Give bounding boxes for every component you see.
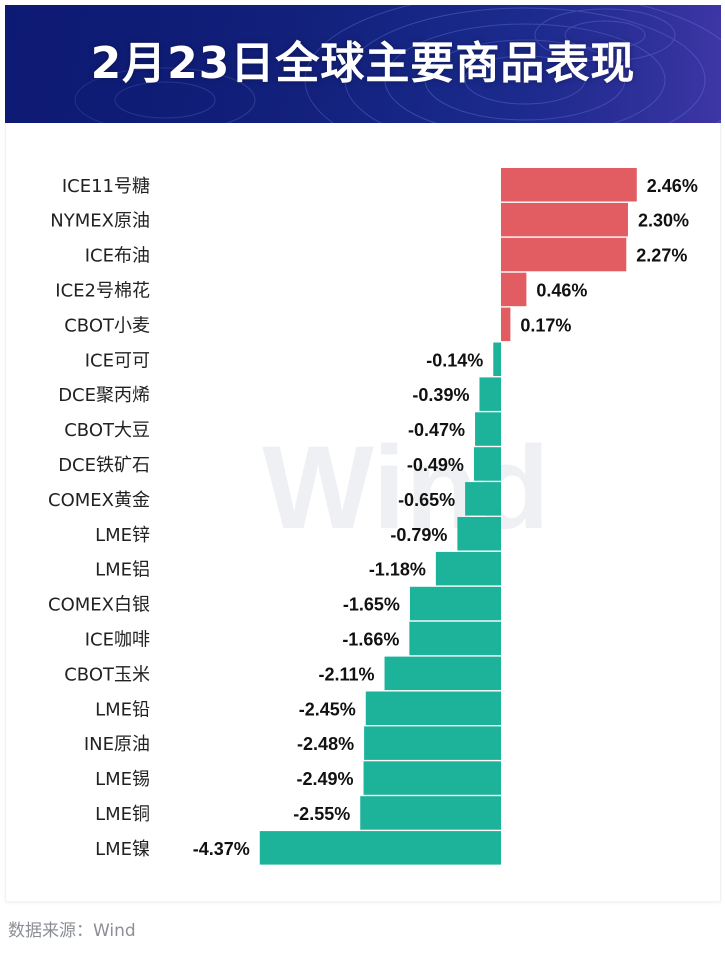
bar-5 (493, 342, 501, 376)
bars-layer (259, 168, 637, 865)
bar-10 (457, 517, 501, 551)
value-label: 2.30% (638, 211, 689, 231)
value-label: -2.48% (297, 734, 354, 754)
value-label: -2.45% (299, 699, 356, 719)
category-label: CBOT大豆 (64, 420, 150, 441)
category-label: COMEX黄金 (48, 490, 150, 511)
category-labels-layer: ICE11号糖 NYMEX原油 ICE布油 ICE2号棉花 CBOT小麦 ICE可可 DCE… (48, 176, 150, 860)
value-label: 2.27% (636, 246, 687, 266)
category-label: ICE咖啡 (85, 629, 150, 650)
category-label: ICE2号棉花 (55, 280, 150, 301)
bar-14 (384, 656, 501, 691)
value-label: -2.49% (297, 769, 354, 789)
value-label: -1.66% (342, 629, 399, 649)
bar-16 (364, 726, 501, 760)
bar-3 (501, 272, 527, 307)
value-label: -0.39% (412, 385, 469, 405)
value-label: -1.65% (343, 595, 400, 615)
category-label: LME铅 (95, 699, 150, 720)
bar-12 (409, 586, 501, 621)
title-banner: 2月23日全球主要商品表现 (5, 5, 721, 123)
category-label: CBOT玉米 (64, 664, 150, 685)
value-label: -0.65% (398, 490, 455, 510)
banner-contour-pattern (5, 5, 721, 123)
category-label: LME锌 (95, 525, 150, 546)
category-label: CBOT小麦 (64, 315, 150, 336)
value-label: 0.46% (536, 280, 587, 300)
value-label: 0.17% (520, 315, 571, 335)
category-label: DCE聚丙烯 (58, 385, 150, 406)
watermark: Wind (262, 422, 549, 554)
value-label: 2.46% (647, 176, 698, 196)
bar-8 (473, 447, 501, 481)
value-label: -1.18% (369, 560, 426, 580)
bar-17 (363, 761, 501, 795)
page-title: 2月23日全球主要商品表现 (90, 38, 636, 89)
bar-1 (501, 202, 628, 237)
category-label: LME铜 (95, 804, 150, 825)
bar-7 (475, 412, 501, 446)
bar-chart: Wind ICE11号糖NYMEX原油ICE布油ICE2号棉花CBOT小麦ICE… (48, 168, 698, 865)
bar-19 (259, 831, 501, 865)
bar-11 (435, 551, 501, 586)
category-label: LME镍 (95, 839, 150, 860)
value-label: -0.14% (426, 350, 483, 370)
value-labels-layer: 2.46% 2.30% 2.27% 0.46% 0.17% -0.14% -0.39% -0.… (193, 176, 698, 859)
category-label: COMEX白银 (48, 595, 150, 616)
bar-18 (360, 796, 501, 830)
category-label: ICE可可 (85, 350, 150, 371)
value-label: -0.49% (407, 455, 464, 475)
category-label: ICE11号糖 (62, 176, 150, 197)
bar-2 (501, 237, 627, 272)
value-label: -0.47% (408, 420, 465, 440)
data-source-note: 数据来源：Wind (8, 921, 136, 941)
category-label: DCE铁矿石 (58, 455, 150, 476)
bar-9 (465, 482, 501, 516)
category-label: LME锡 (95, 769, 150, 790)
bar-0 (501, 168, 637, 202)
value-label: -4.37% (193, 839, 250, 859)
category-label: INE原油 (84, 734, 150, 755)
bar-6 (479, 377, 501, 411)
value-label: -0.79% (390, 525, 447, 545)
value-label: -2.55% (293, 804, 350, 824)
category-label: NYMEX原油 (50, 211, 150, 232)
bar-4 (501, 307, 511, 342)
value-label: -2.11% (318, 664, 374, 684)
chart-card: Wind ICE11号糖 NYMEX原油 ICE布油 ICE2号棉花 CBOT小麦 ICE… (5, 123, 721, 901)
bar-13 (409, 621, 501, 656)
category-label: ICE布油 (85, 246, 150, 267)
bar-15 (365, 691, 501, 725)
category-label: LME铝 (95, 560, 150, 581)
